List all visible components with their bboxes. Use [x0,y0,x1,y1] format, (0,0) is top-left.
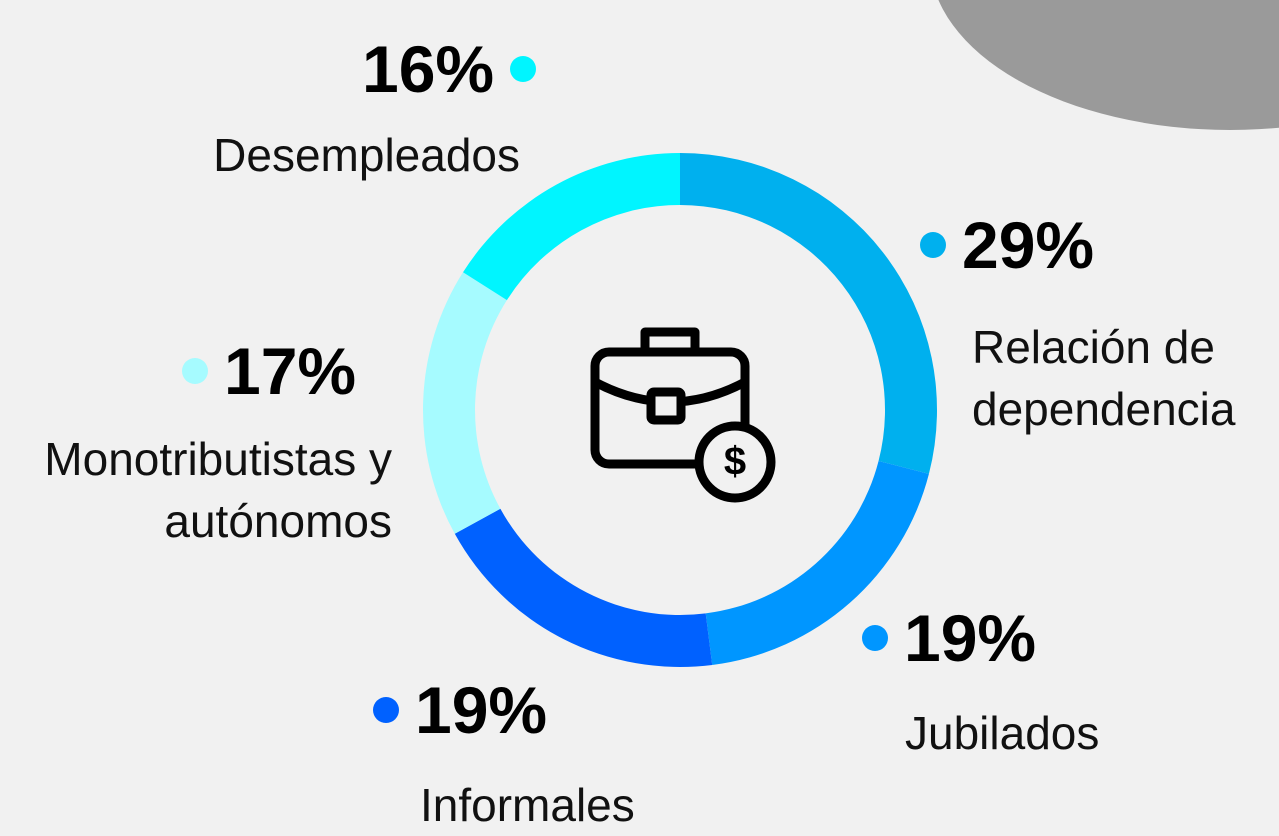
category-label: Relación de dependencia [972,321,1236,435]
donut-segment [422,272,507,534]
value-label: 19% [904,601,1037,675]
value-row: 19% [862,605,1036,671]
legend-dot [373,697,399,723]
donut-segment [454,508,713,667]
briefcase-icon [590,327,776,503]
value-row: 16% [362,32,537,106]
donut-segment [705,460,929,665]
value-label: 29% [962,208,1095,282]
category-label: Monotributistas y autónomos [44,433,392,547]
legend-dot [862,625,888,651]
category-label: Jubilados [905,707,1100,759]
value-label: 16% [362,32,495,106]
corner-photo [938,0,1279,130]
value-label: 19% [415,673,548,747]
legend-dot [182,358,208,384]
dollar-icon: $ [724,440,746,484]
value-row: 19% [373,677,547,743]
legend-dot [920,232,946,258]
value-row: 29% [920,212,1094,278]
donut-segment [463,153,680,301]
value-row: 17% [182,338,356,404]
value-label: 17% [224,334,357,408]
category-label: Desempleados [213,129,520,181]
legend-dot [510,56,537,82]
donut-segment [680,153,937,474]
category-label: Informales [420,779,635,831]
